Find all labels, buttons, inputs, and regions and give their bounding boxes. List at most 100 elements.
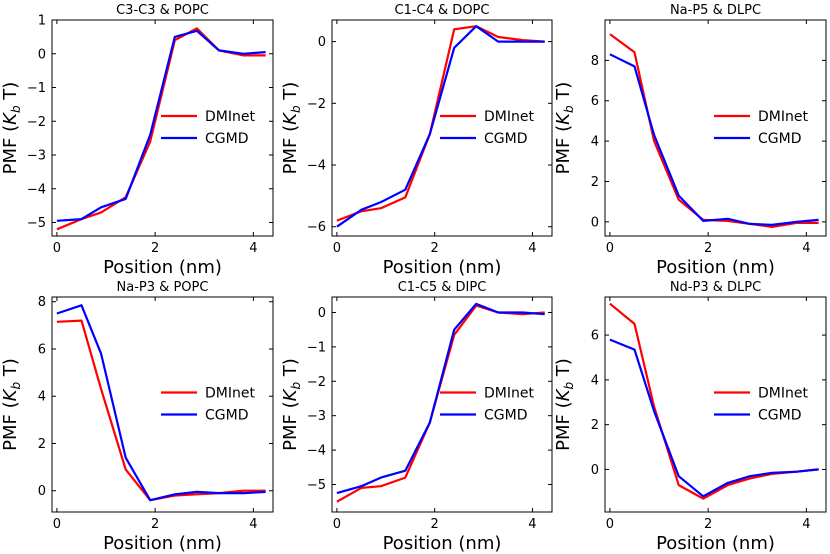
y-axis-label: PMF (Kb T) [0,82,23,175]
x-tick-label: 2 [431,241,439,256]
cgmd-series-line [56,304,266,502]
x-tick-label: 0 [53,517,61,532]
subplot-title: C1-C4 & DOPC [395,3,490,18]
y-tick-label: −2 [307,375,326,390]
x-axis-label: Position (nm) [383,257,502,278]
subplot-5: C1-C5 & DIPC 0 2 4 −5 −4 −3 −2 −1 0 Position (nm) P… [280,280,553,554]
legend-label-dminet: DMInet [205,386,255,402]
y-label-k: K [0,388,21,401]
axes-frame [331,19,553,237]
subplot-title: Na-P3 & POPC [117,280,209,295]
y-label-units: T) [280,358,301,382]
y-tick-label: 6 [38,342,46,357]
y-label-subscript: b [289,382,303,390]
subplot-title: Nd-P3 & DLPC [670,280,761,295]
y-tick-label: 0 [38,47,46,62]
subplot-2: C1-C4 & DOPC 0 2 4 −6 −4 −2 0 Position (nm) PMF (… [280,3,553,278]
y-label-units: T) [553,82,574,106]
y-tick-label: 0 [318,35,326,50]
legend-label-dminet: DMInet [758,386,808,402]
y-tick-label: −6 [307,220,326,235]
y-tick-label: 0 [591,215,599,230]
y-label-k: K [280,112,301,125]
legend-label-cgmd: CGMD [205,408,248,424]
y-tick-label: 2 [591,175,599,190]
y-label-pmf: PMF ( [0,401,21,450]
subplot-3: Na-P5 & DLPC 0 2 4 0 2 4 6 8 Position (nm) PMF (Kb… [553,3,827,278]
axes-frame [604,296,827,513]
dminet-series-line [336,304,545,503]
y-tick-label: −2 [307,97,326,112]
cgmd-series-line [56,29,266,222]
y-tick-label: 8 [591,54,599,69]
y-tick-label: −4 [27,182,46,197]
y-tick-label: −5 [307,478,326,493]
y-axis-label: PMF (Kb T) [280,82,303,175]
y-tick-label: 4 [591,373,599,388]
x-tick-label: 0 [606,241,614,256]
y-label-k: K [0,112,21,125]
dminet-series-line [336,25,545,222]
y-tick-label: 2 [38,437,46,452]
y-axis-label: PMF (Kb T) [553,358,576,451]
y-label-subscript: b [9,382,23,390]
subplot-title: C3-C3 & POPC [116,3,209,18]
legend-label-cgmd: CGMD [484,131,527,147]
y-label-pmf: PMF ( [0,125,21,174]
y-tick-label: 0 [318,306,326,321]
x-tick-label: 2 [431,517,439,532]
y-tick-label: 0 [591,463,599,478]
y-tick-label: −1 [27,81,46,96]
x-tick-label: 0 [606,517,614,532]
subplot-title: C1-C5 & DIPC [398,280,487,295]
subplot-4: Na-P3 & POPC 0 2 4 0 2 4 6 8 Position (nm) PMF (Kb… [0,280,274,554]
subplot-1: C3-C3 & POPC 0 2 4 −5 −4 −3 −2 −1 0 1 Position (nm)… [0,3,274,278]
y-axis-label: PMF (Kb T) [553,82,576,175]
legend-label-dminet: DMInet [484,386,534,402]
y-label-pmf: PMF ( [553,401,574,450]
legend-label-cgmd: CGMD [758,408,801,424]
x-tick-label: 4 [528,241,536,256]
y-label-k: K [553,112,574,125]
cgmd-series-line [609,338,819,498]
y-tick-label: −1 [307,340,326,355]
x-tick-label: 2 [151,517,159,532]
axes-frame [604,19,827,237]
y-tick-label: −5 [27,216,46,231]
x-tick-label: 0 [53,241,61,256]
legend-label-dminet: DMInet [205,109,255,125]
x-tick-label: 2 [704,517,712,532]
y-tick-label: 6 [591,94,599,109]
y-label-units: T) [553,358,574,382]
y-label-subscript: b [9,105,23,113]
y-tick-label: 4 [38,390,46,405]
x-axis-label: Position (nm) [103,533,222,554]
y-label-subscript: b [562,382,576,390]
y-label-subscript: b [562,105,576,113]
y-tick-label: 1 [38,14,46,29]
legend-label-cgmd: CGMD [205,131,248,147]
x-axis-label: Position (nm) [656,533,775,554]
y-tick-label: 8 [38,295,46,310]
subplot-6: Nd-P3 & DLPC 0 2 4 0 2 4 6 Position (nm) PMF (Kb … [553,280,827,554]
y-label-pmf: PMF ( [553,125,574,174]
y-label-pmf: PMF ( [280,125,301,174]
y-label-units: T) [0,82,21,106]
y-tick-label: −4 [307,159,326,174]
y-label-subscript: b [289,105,303,113]
x-tick-label: 4 [249,517,257,532]
axes-frame [51,19,274,237]
cgmd-series-line [336,302,545,495]
y-axis-label: PMF (Kb T) [280,358,303,451]
y-tick-label: 2 [591,418,599,433]
x-tick-label: 2 [151,241,159,256]
x-axis-label: Position (nm) [383,533,502,554]
y-label-k: K [280,388,301,401]
x-axis-label: Position (nm) [103,257,222,278]
x-axis-label: Position (nm) [656,257,775,278]
subplot-title: Na-P5 & DLPC [670,3,761,18]
legend-label-dminet: DMInet [758,109,808,125]
y-axis-label: PMF (Kb T) [0,358,23,451]
y-label-units: T) [280,82,301,106]
